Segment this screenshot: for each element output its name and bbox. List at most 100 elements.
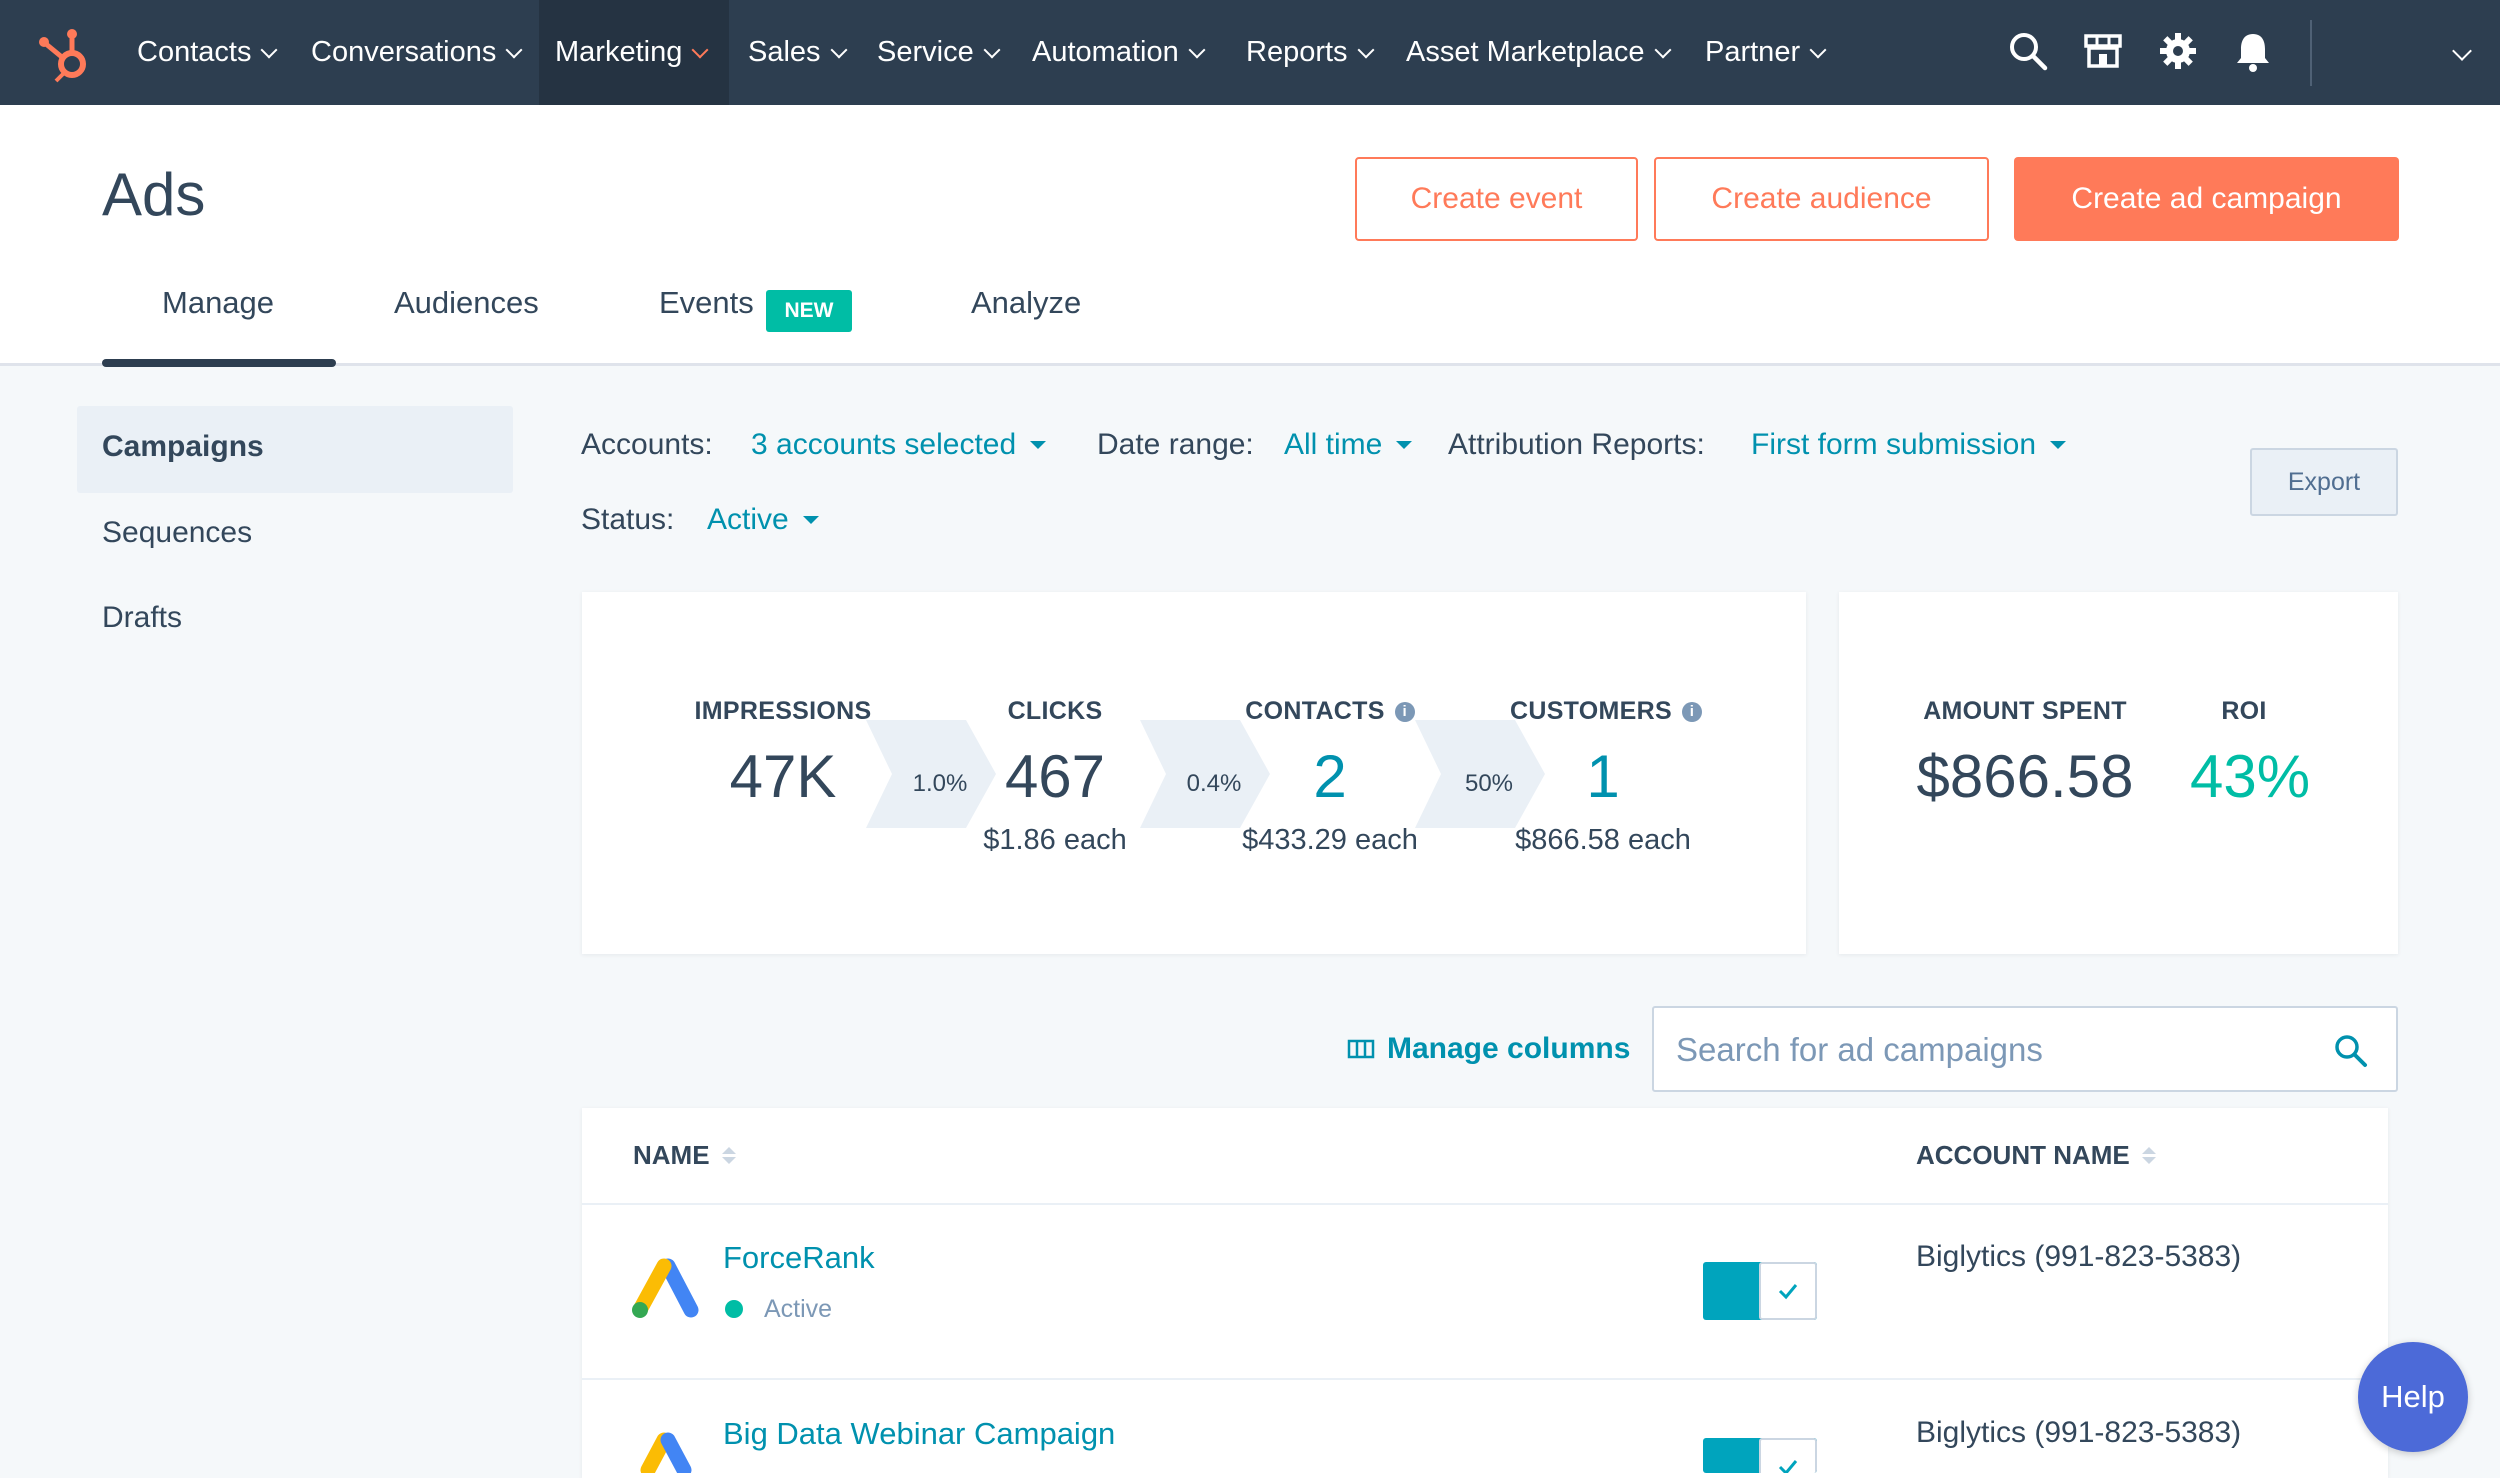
date-range-dropdown[interactable]: All time	[1284, 428, 1413, 462]
contacts-value[interactable]: 2	[1313, 743, 1347, 810]
check-icon	[1759, 1262, 1817, 1320]
nav-marketing[interactable]: Marketing	[539, 0, 729, 105]
sort-icon	[2141, 1147, 2156, 1164]
nav-divider	[2310, 20, 2312, 86]
tab-events[interactable]: Events	[659, 285, 754, 320]
search-icon[interactable]	[2005, 28, 2051, 74]
nav-conversations[interactable]: Conversations	[311, 0, 523, 105]
contacts-label: CONTACTS i	[1215, 697, 1445, 726]
tab-manage[interactable]: Manage	[162, 285, 275, 320]
click-to-contact-rate: 0.4%	[1186, 770, 1242, 797]
accounts-filter-label: Accounts:	[581, 428, 713, 461]
create-event-button[interactable]: Create event	[1355, 157, 1638, 241]
campaign-search-input[interactable]	[1674, 1008, 2298, 1092]
tab-audiences[interactable]: Audiences	[394, 285, 539, 320]
status-dot-icon	[725, 1300, 743, 1318]
accounts-filter-dropdown[interactable]: 3 accounts selected	[751, 428, 1047, 462]
bell-icon[interactable]	[2230, 28, 2276, 74]
search-icon[interactable]	[2332, 1032, 2370, 1070]
clicks-label: CLICKS	[1007, 697, 1103, 725]
spend-metrics-card	[1839, 592, 2398, 954]
campaign-status: Active	[764, 1295, 833, 1323]
nav-reports[interactable]: Reports	[1246, 0, 1375, 105]
caret-down-icon	[1030, 441, 1047, 449]
create-ad-campaign-button[interactable]: Create ad campaign	[2014, 157, 2399, 241]
cost-per-customer: $866.58 each	[1515, 824, 1691, 856]
conversion-arrow-icon	[866, 720, 996, 828]
info-icon[interactable]: i	[1394, 702, 1415, 723]
roi-label: ROI	[2221, 697, 2267, 725]
new-badge: NEW	[766, 290, 852, 332]
amount-spent-value: $866.58	[1916, 743, 2134, 810]
campaign-toggle[interactable]	[1703, 1262, 1817, 1320]
nav-partner[interactable]: Partner	[1705, 0, 1827, 105]
column-header-name[interactable]: NAME	[633, 1140, 736, 1171]
attribution-reports-dropdown[interactable]: First form submission	[1751, 428, 2067, 462]
nav-contacts[interactable]: Contacts	[137, 0, 278, 105]
page-title: Ads	[102, 161, 206, 228]
campaign-link[interactable]: Big Data Webinar Campaign	[723, 1416, 1116, 1451]
clicks-value: 467	[1004, 743, 1106, 810]
roi-value: 43%	[2189, 743, 2311, 810]
campaign-search-box[interactable]	[1652, 1006, 2398, 1092]
chevron-down-icon	[260, 41, 278, 58]
tab-analyze[interactable]: Analyze	[971, 285, 1082, 320]
chevron-down-icon	[505, 41, 523, 58]
marketplace-icon[interactable]	[2080, 28, 2126, 74]
chevron-down-icon	[1357, 41, 1375, 58]
nav-sales[interactable]: Sales	[748, 0, 848, 105]
nav-automation[interactable]: Automation	[1032, 0, 1206, 105]
columns-icon	[1347, 1039, 1375, 1059]
sidebar-item-drafts[interactable]: Drafts	[102, 601, 183, 634]
status-filter-label: Status:	[581, 503, 675, 536]
account-name: Biglytics (991-823-5383)	[1916, 1416, 2242, 1449]
caret-down-icon	[1396, 441, 1413, 449]
nav-service[interactable]: Service	[877, 0, 1001, 105]
chevron-down-icon	[1654, 41, 1672, 58]
manage-columns-button[interactable]: Manage columns	[1347, 1032, 1630, 1066]
help-button[interactable]: Help	[2358, 1342, 2468, 1452]
caret-down-icon	[802, 516, 819, 524]
attribution-reports-label: Attribution Reports:	[1448, 428, 1705, 461]
gear-icon[interactable]	[2155, 28, 2201, 74]
header-divider	[582, 1203, 2388, 1205]
create-audience-button[interactable]: Create audience	[1654, 157, 1989, 241]
info-icon[interactable]: i	[1681, 702, 1702, 723]
customers-value[interactable]: 1	[1586, 743, 1620, 810]
customers-label: CUSTOMERS i	[1486, 697, 1726, 726]
sidebar-active-highlight	[77, 406, 513, 493]
google-ads-icon	[640, 1432, 692, 1473]
chevron-down-icon	[1809, 41, 1827, 58]
status-filter-dropdown[interactable]: Active	[707, 503, 819, 537]
google-ads-icon	[632, 1258, 699, 1318]
top-nav	[0, 0, 2500, 105]
nav-asset-marketplace[interactable]: Asset Marketplace	[1406, 0, 1672, 105]
impressions-label: IMPRESSIONS	[694, 697, 872, 725]
impressions-value: 47K	[729, 743, 837, 810]
sort-icon	[721, 1147, 736, 1164]
chevron-down-icon	[830, 41, 848, 58]
account-name: Biglytics (991-823-5383)	[1916, 1240, 2242, 1273]
chevron-down-icon	[983, 41, 1001, 58]
impression-to-click-rate: 1.0%	[912, 770, 968, 797]
date-range-label: Date range:	[1097, 428, 1254, 461]
sidebar-item-sequences[interactable]: Sequences	[102, 516, 253, 549]
cost-per-contact: $433.29 each	[1242, 824, 1418, 856]
check-icon	[1759, 1438, 1817, 1473]
campaigns-table	[582, 1108, 2388, 1478]
hubspot-logo-icon[interactable]	[30, 18, 100, 88]
chevron-down-icon	[1188, 41, 1206, 58]
export-button[interactable]: Export	[2250, 448, 2398, 516]
row-divider	[582, 1378, 2388, 1380]
campaign-toggle[interactable]	[1703, 1438, 1817, 1473]
campaign-link[interactable]: ForceRank	[723, 1240, 875, 1275]
column-header-account-name[interactable]: ACCOUNT NAME	[1916, 1140, 2156, 1171]
sidebar-item-campaigns[interactable]: Campaigns	[102, 430, 264, 463]
caret-down-icon	[2050, 441, 2067, 449]
contact-to-customer-rate: 50%	[1464, 770, 1514, 797]
conversion-arrow-icon	[1140, 720, 1270, 828]
conversion-arrow-icon	[1415, 720, 1545, 828]
cost-per-click: $1.86 each	[983, 824, 1127, 856]
active-tab-indicator	[102, 359, 336, 367]
chevron-down-icon	[691, 41, 709, 58]
